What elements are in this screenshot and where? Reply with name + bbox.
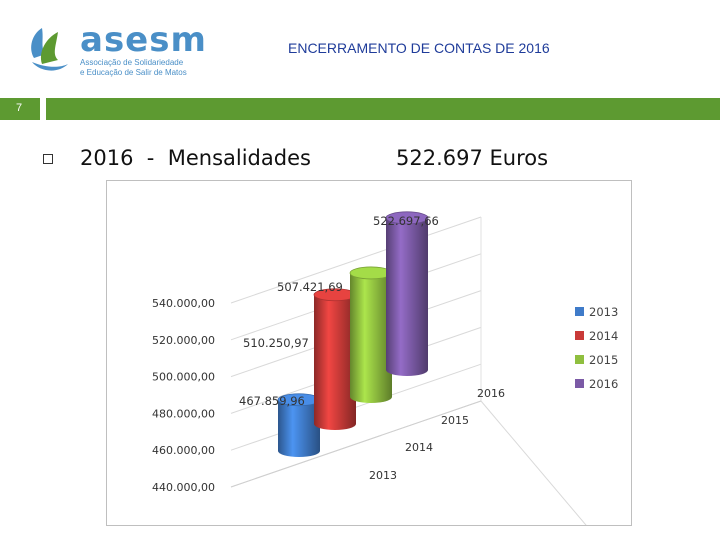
legend-label: 2016 bbox=[589, 377, 618, 391]
logo-wordmark: asesm bbox=[80, 20, 207, 60]
logo-subtitle-1: Associação de Solidariedade bbox=[80, 58, 184, 67]
slide-number-box bbox=[0, 98, 40, 120]
legend-swatch bbox=[575, 307, 584, 316]
gridline bbox=[230, 216, 482, 304]
y-tick-label: 520.000,00 bbox=[152, 334, 215, 347]
x-tick-label: 2015 bbox=[441, 414, 469, 427]
bar-2014 bbox=[314, 294, 356, 430]
logo-hands-icon bbox=[31, 28, 68, 71]
x-tick-label: 2016 bbox=[477, 387, 505, 400]
y-tick-label: 460.000,00 bbox=[152, 444, 215, 457]
slide-number: 7 bbox=[16, 102, 23, 114]
legend-swatch bbox=[575, 331, 584, 340]
bar-2013 bbox=[278, 399, 320, 457]
legend-label: 2013 bbox=[589, 305, 618, 319]
data-label: 522.697,66 bbox=[373, 214, 439, 228]
header-divider-bar bbox=[46, 98, 720, 120]
y-tick-label: 540.000,00 bbox=[152, 297, 215, 310]
y-tick-label: 500.000,00 bbox=[152, 371, 215, 384]
y-tick-label: 440.000,00 bbox=[152, 481, 215, 494]
bar-top-2015 bbox=[349, 266, 393, 280]
chart-svg: 440.000,00 460.000,00 480.000,00 500.000,00… bbox=[152, 211, 618, 532]
legend-label: 2014 bbox=[589, 329, 618, 343]
logo-subtitle-2: e Educação de Salir de Matos bbox=[80, 68, 187, 77]
legend-swatch bbox=[575, 379, 584, 388]
data-label: 507.421,69 bbox=[277, 280, 343, 294]
headline-value: 522.697 Euros bbox=[396, 146, 549, 170]
bar-2015 bbox=[350, 272, 392, 403]
headline-label: 2016 - Mensalidades bbox=[80, 146, 311, 170]
x-tick-label: 2014 bbox=[405, 441, 433, 454]
chart-frame: 440.000,00 460.000,00 480.000,00 500.000,00… bbox=[106, 180, 632, 532]
x-tick-label: 2013 bbox=[369, 469, 397, 482]
y-tick-label: 480.000,00 bbox=[152, 407, 215, 420]
legend-label: 2015 bbox=[589, 353, 618, 367]
data-label: 467.859,96 bbox=[239, 394, 305, 408]
bar-2016 bbox=[386, 217, 428, 376]
data-label: 510.250,97 bbox=[243, 336, 309, 350]
legend-swatch bbox=[575, 355, 584, 364]
bullet-square-icon bbox=[43, 154, 53, 164]
floor-edge bbox=[230, 400, 482, 488]
floor-side-edge bbox=[480, 400, 592, 532]
page-title: ENCERRAMENTO DE CONTAS DE 2016 bbox=[288, 40, 550, 56]
bar-top-2016 bbox=[385, 211, 429, 225]
